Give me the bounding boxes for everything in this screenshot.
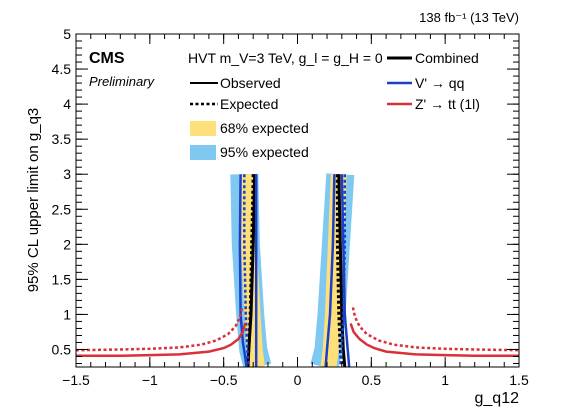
legend: HVT m_V=3 TeV, g_l = g_H = 0 Observed Ex…	[188, 50, 480, 160]
y-axis-title: 95% CL upper limit on g_q3	[25, 108, 42, 293]
legend-header: HVT m_V=3 TeV, g_l = g_H = 0	[188, 50, 383, 66]
y-tick-label: 4	[63, 96, 71, 112]
y-tick-label: 2.5	[52, 201, 72, 217]
lumi-label: 138 fb⁻¹ (13 TeV)	[419, 10, 519, 25]
cms-label: CMS	[89, 50, 125, 67]
y-tick-label: 2	[63, 236, 71, 252]
x-tick-label: 0	[294, 372, 302, 388]
legend-band68-label: 68% expected	[220, 120, 309, 136]
vqq-observed-curve-3	[340, 174, 351, 367]
ztt-expected-curve-1	[351, 307, 519, 352]
ztt-observed-curve-0	[76, 323, 247, 358]
vqq-observed-curve-1	[324, 174, 336, 367]
x-tick-label: −0.5	[210, 372, 238, 388]
x-tick-label: 1	[441, 372, 449, 388]
y-tick-label: 4.5	[52, 61, 72, 77]
vqq-expected-curve-0	[243, 174, 251, 367]
combined-expected-curve-1	[335, 174, 344, 367]
combined-observed-curve-0	[246, 174, 257, 367]
x-tick-label: −1.5	[62, 372, 90, 388]
y-tick-label: 1	[63, 306, 71, 322]
vqq-expected-curve-1	[339, 174, 347, 367]
preliminary-label: Preliminary	[89, 74, 156, 89]
legend-band95-swatch	[190, 145, 216, 160]
axis-ticks: −1.5 −1 −0.5 0 0.5 1 1.5 0.5 1 1.5 2 2.5 3 3.5 4 4.5 5	[52, 26, 529, 388]
legend-combined-label: Combined	[415, 50, 479, 66]
y-tick-label: 0.5	[52, 341, 72, 357]
ztt-observed-curve-1	[349, 323, 519, 358]
expected-bands	[230, 173, 355, 367]
x-tick-label: 0.5	[362, 372, 382, 388]
x-tick-label: 1.5	[509, 372, 529, 388]
band68-0	[239, 174, 265, 367]
legend-band95-label: 95% expected	[220, 144, 309, 160]
y-tick-label: 5	[63, 26, 71, 42]
x-tick-label: −1	[142, 372, 158, 388]
legend-observed-label: Observed	[220, 75, 281, 91]
y-tick-label: 1.5	[52, 271, 72, 287]
band68-1	[320, 173, 347, 367]
y-tick-label: 3.5	[52, 131, 72, 147]
vqq-observed-curve-0	[238, 174, 248, 367]
legend-band68-swatch	[190, 121, 216, 136]
y-tick-label: 3	[63, 166, 71, 182]
limit-curves	[76, 174, 519, 367]
x-axis-title: g_q12	[475, 390, 520, 407]
legend-vqq-label: V' → qq	[415, 75, 464, 91]
ztt-expected-curve-0	[76, 307, 244, 352]
legend-ztt-label: Z' → tt (1l)	[415, 96, 480, 112]
legend-expected-label: Expected	[220, 96, 278, 112]
combined-observed-curve-1	[337, 174, 347, 367]
